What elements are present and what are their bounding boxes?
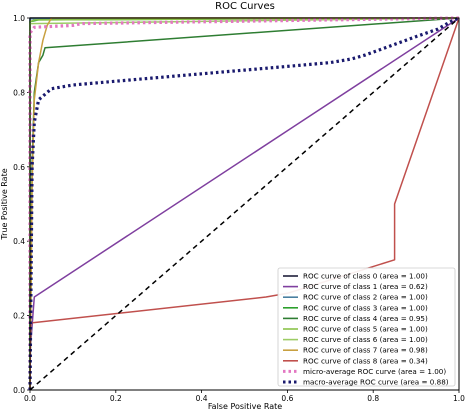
y-tick-label: 1.0 [13, 14, 25, 23]
x-tick-label: 0.6 [281, 394, 293, 403]
x-tick-label: 0.0 [24, 394, 36, 403]
y-tick-label: 0.6 [13, 163, 25, 172]
legend-label: ROC curve of class 4 (area = 0.95) [303, 314, 428, 323]
legend-label: ROC curve of class 1 (area = 0.62) [303, 282, 428, 291]
y-tick-label: 0.0 [13, 386, 25, 395]
legend: ROC curve of class 0 (area = 1.00)ROC cu… [277, 267, 456, 387]
legend-label: macro-average ROC curve (area = 0.88) [303, 378, 449, 387]
x-tick-label: 0.2 [110, 394, 122, 403]
legend-label: ROC curve of class 7 (area = 0.98) [303, 346, 428, 355]
legend-label: ROC curve of class 8 (area = 0.34) [303, 356, 428, 365]
series-line-10 [28, 16, 460, 391]
chance-diagonal-line [29, 17, 460, 391]
series-line-7 [29, 17, 459, 391]
legend-box [277, 267, 456, 387]
x-axis-label: False Positive Rate [208, 402, 282, 411]
chart-title: ROC Curves [215, 1, 275, 12]
x-tick-label: 0.8 [367, 394, 379, 403]
y-tick-label: 0.4 [13, 237, 25, 246]
y-axis-label: True Positive Rate [0, 168, 9, 240]
tick-layer: 0.0 0.2 0.4 0.6 0.8 1.0 0.0 0.2 0.4 0.6 0.8 1.0 [13, 14, 465, 403]
x-tick-label: 0.4 [196, 394, 208, 403]
legend-label: ROC curve of class 5 (area = 1.00) [303, 325, 428, 334]
legend-label: ROC curve of class 2 (area = 1.00) [303, 293, 428, 302]
legend-label: ROC curve of class 3 (area = 1.00) [303, 303, 428, 312]
legend-label: micro-average ROC curve (area = 1.00) [303, 367, 446, 376]
legend-label: ROC curve of class 6 (area = 1.00) [303, 335, 428, 344]
y-tick-label: 0.2 [13, 312, 25, 321]
legend-label: ROC curve of class 0 (area = 1.00) [303, 272, 428, 281]
plot-frame [29, 17, 460, 391]
y-tick-label: 0.8 [13, 88, 25, 97]
x-tick-label: 1.0 [453, 394, 465, 403]
